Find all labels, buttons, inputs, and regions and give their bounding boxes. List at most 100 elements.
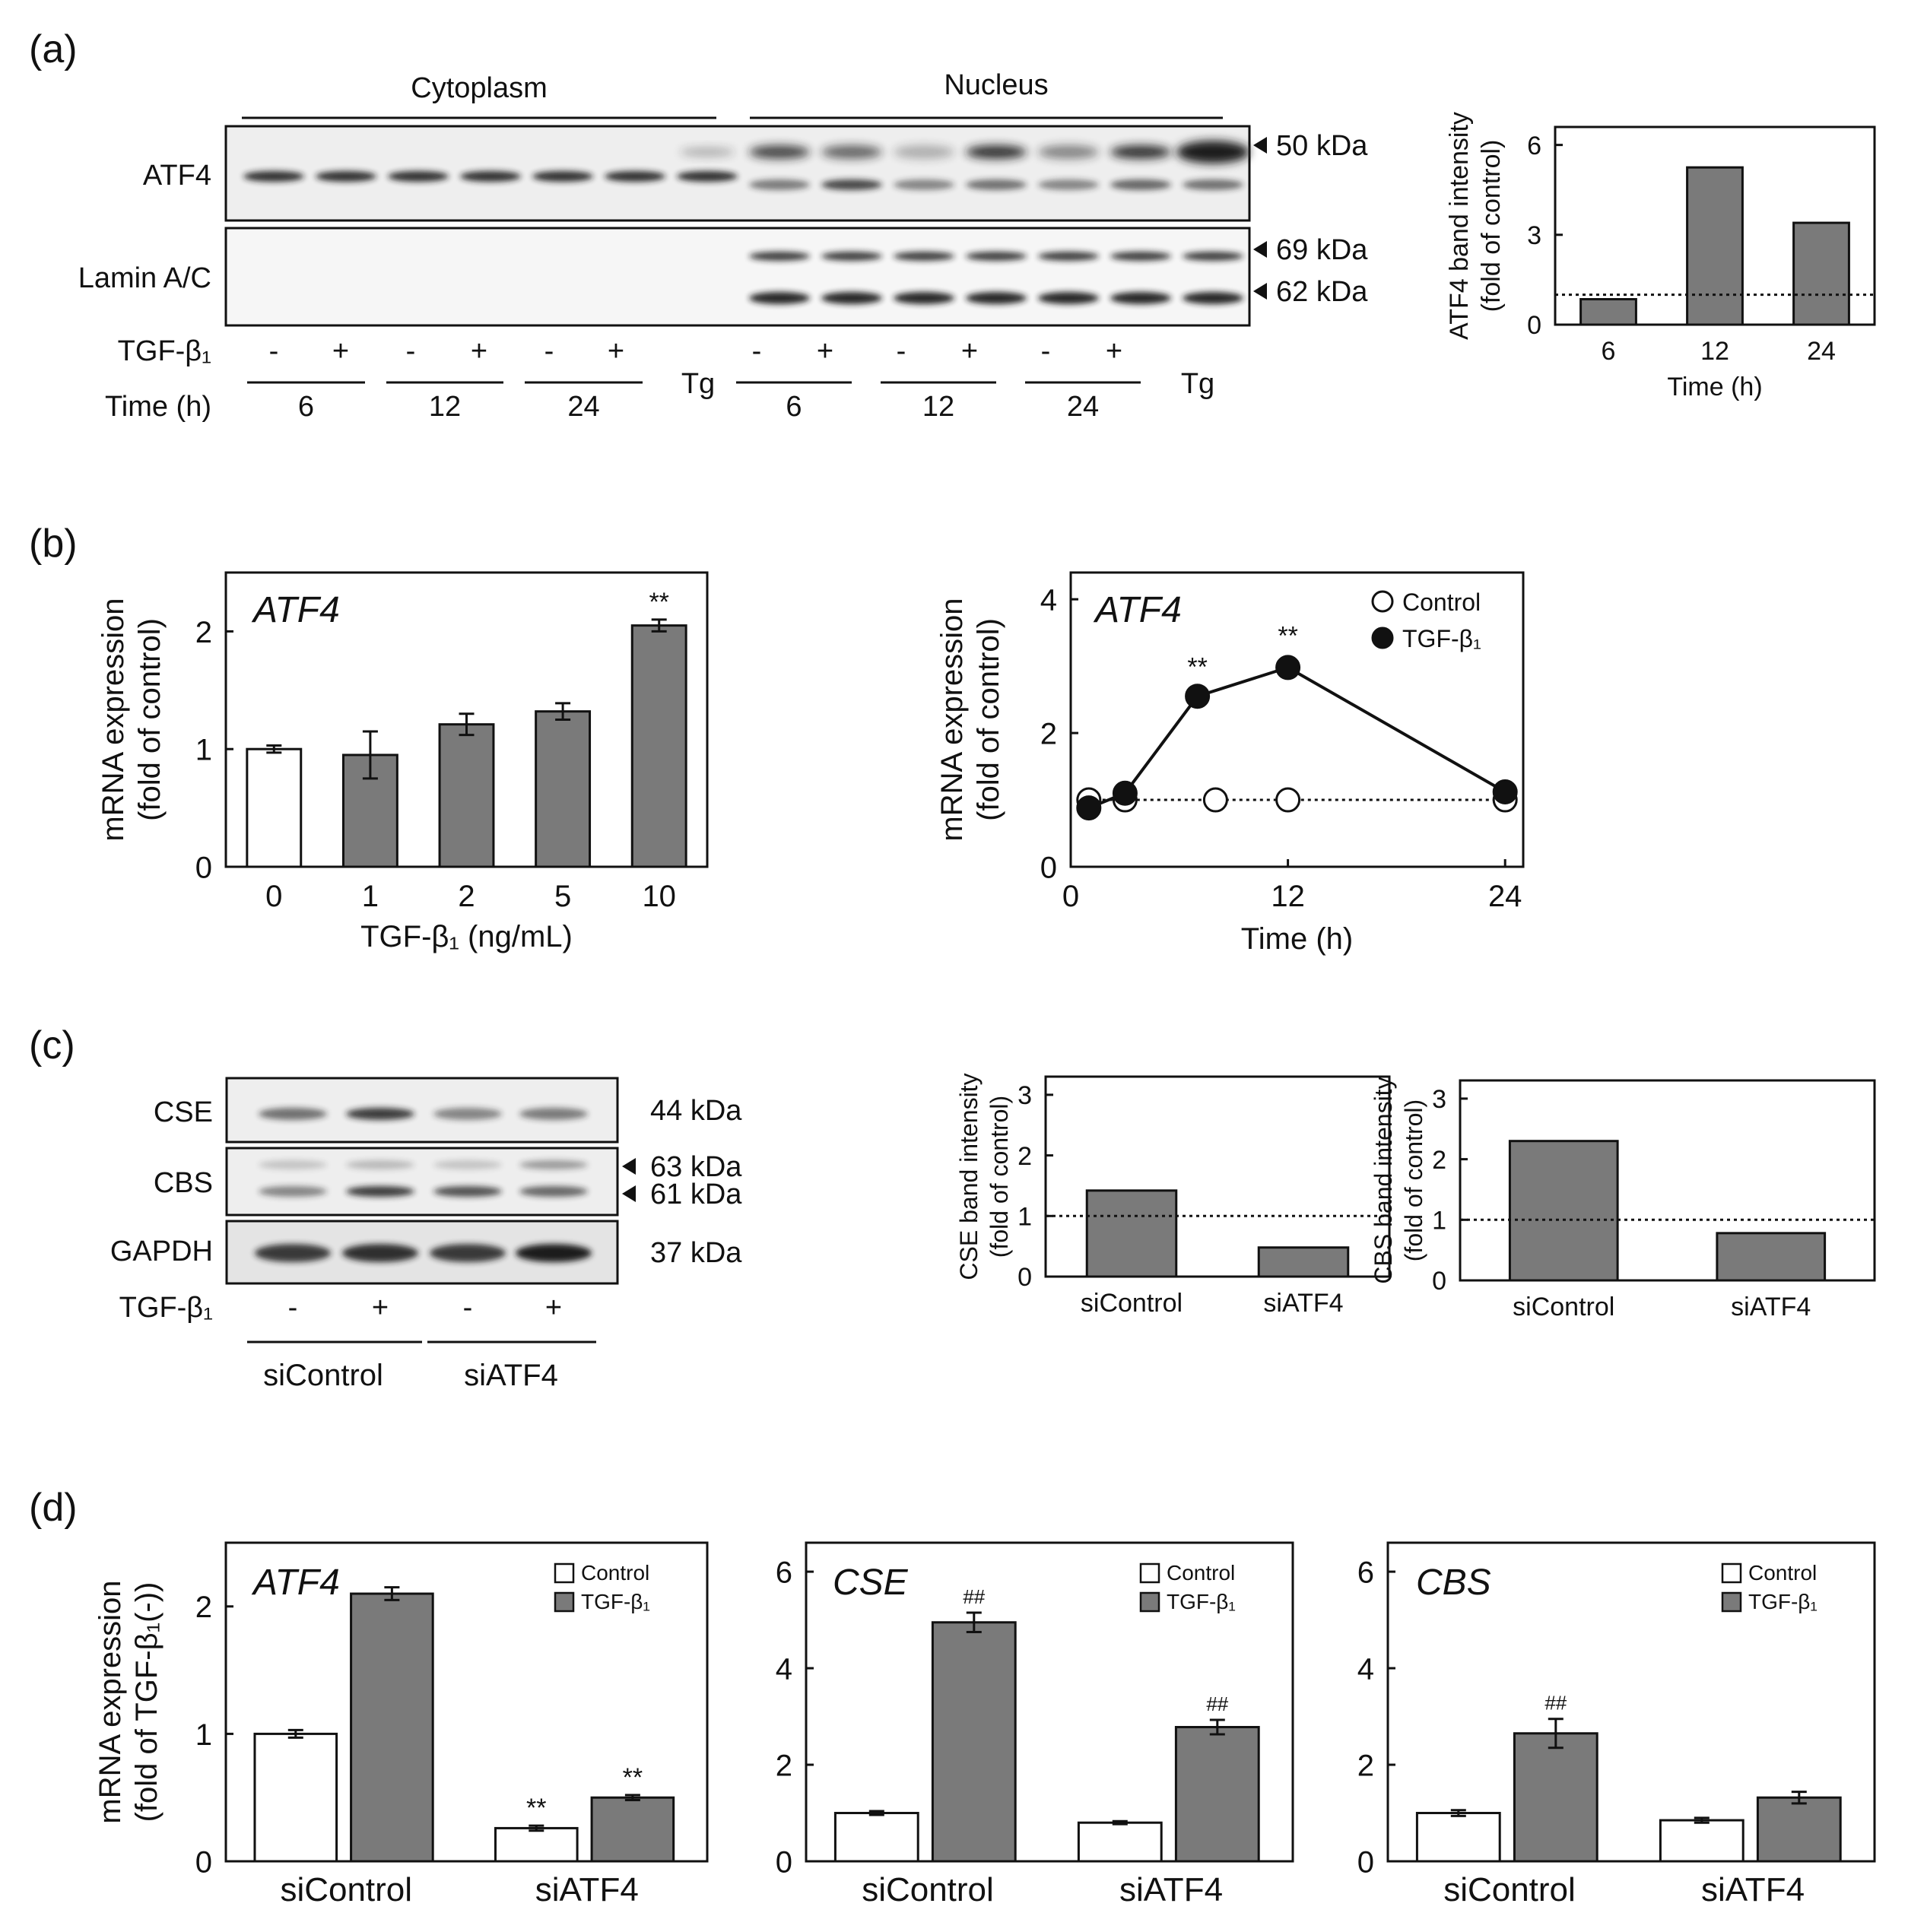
band-lamin-a [894,252,954,261]
bar [535,710,592,868]
plot-frame [1044,1075,1391,1278]
band-gapdh [516,1244,592,1262]
mw-label-69: 69 kDa [1276,234,1368,266]
treatment-sign: - [752,335,762,367]
blot-cbs [225,1147,619,1217]
y-tick-label: 0 [1527,311,1541,340]
x-tick-label: siATF4 [1701,1871,1805,1908]
band-atf4-low [677,171,738,182]
mw-arrow-50 [1253,137,1267,154]
tgf-label-c: TGF-β₁ [119,1292,213,1324]
data-point [1112,780,1138,806]
mw-label-63: 63 kDa [650,1151,742,1183]
band-cbs-61 [346,1186,414,1197]
group-label-sicontrol: siControl [263,1359,383,1392]
plot-frame [1386,1541,1876,1863]
band-gapdh [342,1244,418,1262]
sign-c-3: - [463,1292,473,1324]
chart-title: CBS [1416,1562,1491,1603]
band-lamin-a [1110,252,1171,261]
legend-label: TGF-β₁ [1167,1590,1236,1613]
bar [1513,1732,1598,1863]
blot-lamin [224,227,1251,327]
band-atf4-low [532,171,593,182]
x-tick-label: 0 [265,880,282,913]
data-point [1275,655,1301,680]
tg-label: Tg [681,368,715,400]
group-label-siatf4: siATF4 [464,1359,558,1392]
bar [1415,1812,1501,1863]
y-tick-label: 0 [195,851,212,884]
y-tick-label: 0 [1040,851,1057,884]
chart-cbs-sirna: 0 2 4 6 CBS ## siControl siATF4 Control TGF-β₁ [1357,1541,1876,1908]
treatment-signs: - + - + - + - + - + - + [269,335,1122,367]
row-label-gapdh: GAPDH [110,1236,213,1267]
bar [1085,1189,1178,1278]
band-cbs-61 [433,1186,502,1197]
chart-title: ATF4 [251,1562,340,1603]
band-atf4-high [821,145,882,159]
band-atf4-low [1183,179,1243,190]
blot-bands-c [255,1108,592,1262]
bar [494,1826,579,1863]
band-lamin-c [1183,292,1243,304]
mw-label-37: 37 kDa [650,1237,742,1269]
y-tick-label: 0 [1017,1263,1032,1292]
y-tick-label: 3 [1017,1081,1032,1110]
mw-arrow-61 [622,1185,636,1202]
sign-c-2: + [372,1292,389,1324]
significance-label: ** [526,1794,546,1823]
band-cbs-63 [346,1160,414,1169]
y-tick-label: 1 [1017,1203,1032,1232]
y-axis-label: (fold of control) [972,618,1005,821]
bar [1579,298,1637,326]
significance-label: ** [649,588,668,617]
band-atf4-low [388,171,449,182]
band-cse [519,1108,588,1120]
time-group-label: 12 [922,391,954,423]
row-label-atf4: ATF4 [143,160,211,192]
band-atf4-high [749,145,810,159]
data-point [1202,787,1228,813]
band-lamin-a [821,252,882,261]
sign-c-4: + [545,1292,562,1324]
y-tick-label: 0 [195,1845,212,1879]
y-tick-label: 6 [1357,1556,1374,1589]
legend-swatch [1721,1591,1742,1613]
legend-label: TGF-β₁ [1748,1590,1818,1613]
chart-cse-sirna: 0 2 4 6 CSE ## siControl ## siATF4 Control TGF-β₁ [776,1541,1294,1908]
band-lamin-a [1038,252,1099,261]
x-tick-label: 0 [1062,880,1079,913]
band-lamin-c [749,292,810,304]
band-gapdh [255,1244,331,1262]
band-cse [346,1108,414,1120]
legend-label: TGF-β₁ [1402,625,1481,652]
y-tick-label: 1 [195,1718,212,1752]
bar [833,1812,919,1863]
legend-swatch [554,1591,575,1613]
panel-a-label: (a) [29,27,78,71]
x-axis-label: Time (h) [1667,373,1762,401]
time-group-label: 24 [567,391,599,423]
cytoplasm-label: Cytoplasm [411,72,548,104]
plot-frame [1069,571,1525,868]
y-axis-label: (fold of TGF-β₁(-)) [130,1582,163,1823]
band-atf4-high [1038,145,1099,159]
mw-label-61: 61 kDa [650,1179,742,1210]
significance-label: ## [963,1585,985,1608]
treatment-sign: - [544,335,554,367]
chart-cbs-band-intensity: 0 1 2 3 CBS band intensity (fold of control) s… [1370,1077,1876,1321]
band-atf4-high [1176,141,1249,163]
time-groups: 6 12 24 6 12 24 Tg Tg [247,368,1214,423]
band-atf4-low [749,179,810,190]
y-tick-label: 2 [776,1749,792,1782]
bar [246,747,303,868]
band-cse [433,1108,502,1120]
data-point [1492,779,1518,804]
nucleus-label: Nucleus [944,69,1048,101]
time-group-label: 24 [1067,391,1099,423]
y-axis-label: mRNA expression [97,598,130,841]
legend-swatch [1139,1591,1160,1613]
band-atf4-high [680,148,735,157]
bar [1077,1821,1163,1863]
